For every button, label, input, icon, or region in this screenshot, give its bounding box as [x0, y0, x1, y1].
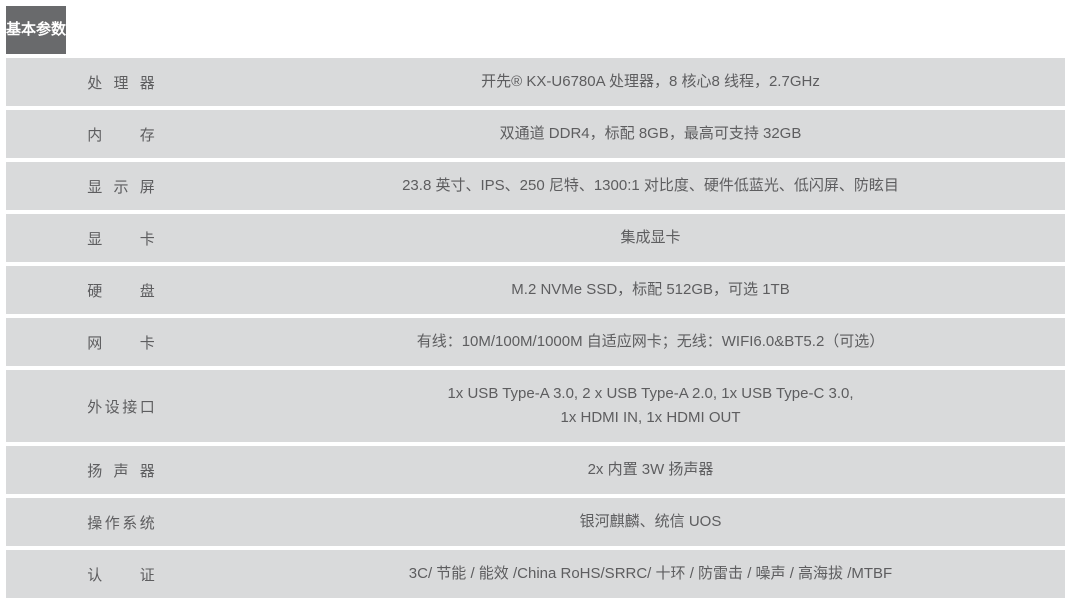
- row-label: 外设接口: [6, 370, 236, 442]
- row-value: M.2 NVMe SSD，标配 512GB，可选 1TB: [236, 266, 1065, 314]
- spec-table-header: 基本参数: [6, 6, 1065, 54]
- row-label: 认证: [6, 550, 236, 598]
- table-row: 网卡 有线：10M/100M/1000M 自适应网卡；无线：WIFI6.0&BT5…: [6, 318, 1065, 366]
- table-row: 扬声器 2x 内置 3W 扬声器: [6, 446, 1065, 494]
- row-value: 集成显卡: [236, 214, 1065, 262]
- row-value: 银河麒麟、统信 UOS: [236, 498, 1065, 546]
- row-label-text: 硬盘: [87, 280, 155, 301]
- table-row: 显示屏 23.8 英寸、IPS、250 尼特、1300:1 对比度、硬件低蓝光、低…: [6, 162, 1065, 210]
- row-label-text: 操作系统: [87, 512, 155, 533]
- row-label: 处理器: [6, 58, 236, 106]
- spec-table: 基本参数 处理器 开先® KX-U6780A 处理器，8 核心8 线程，2.7GH…: [6, 6, 1065, 598]
- row-value: 1x USB Type-A 3.0, 2 x USB Type-A 2.0, 1…: [236, 370, 1065, 442]
- table-row: 硬盘 M.2 NVMe SSD，标配 512GB，可选 1TB: [6, 266, 1065, 314]
- row-value: 有线：10M/100M/1000M 自适应网卡；无线：WIFI6.0&BT5.2…: [236, 318, 1065, 366]
- row-label: 扬声器: [6, 446, 236, 494]
- row-label: 显示屏: [6, 162, 236, 210]
- table-row: 操作系统 银河麒麟、统信 UOS: [6, 498, 1065, 546]
- table-row: 处理器 开先® KX-U6780A 处理器，8 核心8 线程，2.7GHz: [6, 58, 1065, 106]
- spec-table-body: 处理器 开先® KX-U6780A 处理器，8 核心8 线程，2.7GHz 内存 双通…: [6, 54, 1065, 598]
- row-value: 双通道 DDR4，标配 8GB，最高可支持 32GB: [236, 110, 1065, 158]
- row-label: 硬盘: [6, 266, 236, 314]
- row-label: 操作系统: [6, 498, 236, 546]
- row-label-text: 认证: [87, 564, 155, 585]
- row-label-text: 外设接口: [87, 396, 155, 417]
- table-row: 认证 3C/ 节能 / 能效 /China RoHS/SRRC/ 十环 / 防雷击…: [6, 550, 1065, 598]
- row-label-text: 显示屏: [87, 176, 155, 197]
- row-value: 2x 内置 3W 扬声器: [236, 446, 1065, 494]
- row-label-text: 扬声器: [87, 460, 155, 481]
- table-row: 内存 双通道 DDR4，标配 8GB，最高可支持 32GB: [6, 110, 1065, 158]
- row-label: 显卡: [6, 214, 236, 262]
- row-value: 3C/ 节能 / 能效 /China RoHS/SRRC/ 十环 / 防雷击 /…: [236, 550, 1065, 598]
- row-label: 网卡: [6, 318, 236, 366]
- row-value: 开先® KX-U6780A 处理器，8 核心8 线程，2.7GHz: [236, 58, 1065, 106]
- table-row: 外设接口 1x USB Type-A 3.0, 2 x USB Type-A 2.…: [6, 370, 1065, 442]
- row-label-text: 网卡: [87, 332, 155, 353]
- spec-table-title: 基本参数: [6, 6, 66, 54]
- row-value: 23.8 英寸、IPS、250 尼特、1300:1 对比度、硬件低蓝光、低闪屏、…: [236, 162, 1065, 210]
- table-row: 显卡 集成显卡: [6, 214, 1065, 262]
- row-label-text: 内存: [87, 124, 155, 145]
- row-label-text: 显卡: [87, 228, 155, 249]
- row-label-text: 处理器: [87, 72, 155, 93]
- row-label: 内存: [6, 110, 236, 158]
